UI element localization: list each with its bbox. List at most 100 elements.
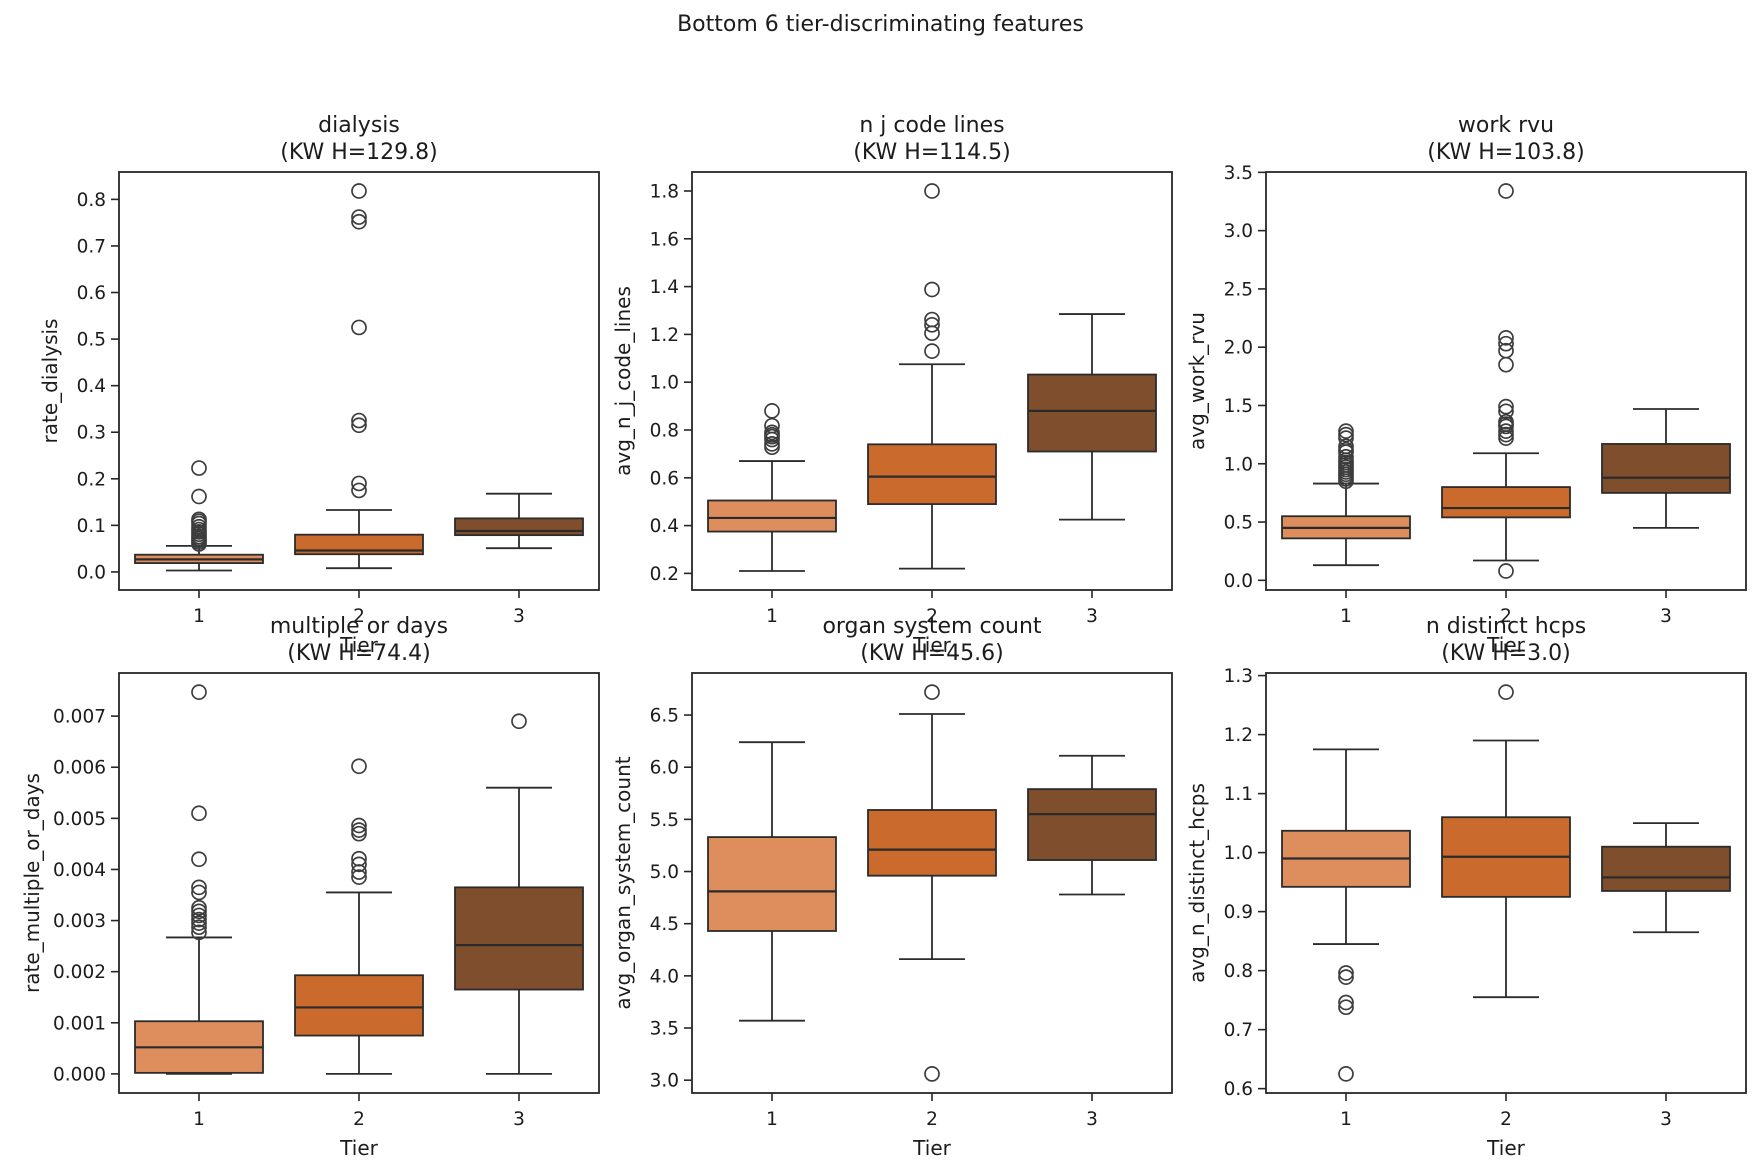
iqr-box <box>1601 443 1731 494</box>
y-tick-label: 0.005 <box>53 809 106 830</box>
outlier-point <box>511 713 527 730</box>
outlier-point <box>924 281 940 298</box>
x-tick-label: 3 <box>513 1109 525 1130</box>
x-tick-label: 1 <box>1340 606 1352 627</box>
outlier-point <box>1498 398 1514 415</box>
box-tier-3 <box>1027 313 1157 521</box>
box-tier-1 <box>1281 423 1411 567</box>
outlier-point <box>1498 330 1514 346</box>
y-tick-label: 0.2 <box>650 564 679 585</box>
outlier-point <box>351 417 367 434</box>
y-tick-label: 0.7 <box>77 236 106 257</box>
outlier-point <box>191 899 207 916</box>
x-tick-label: 2 <box>926 606 938 627</box>
box-tier-3 <box>454 492 584 550</box>
box-tier-1 <box>134 460 264 572</box>
y-tick-label: 1.0 <box>650 373 679 394</box>
outlier-point <box>1338 994 1354 1011</box>
outlier-point <box>191 879 207 896</box>
chart-subtitle: (KW H=45.6) <box>860 641 1004 666</box>
outlier-point <box>924 311 940 328</box>
y-tick-label: 4.0 <box>650 966 679 987</box>
y-tick-label: 3.5 <box>650 1019 679 1040</box>
outlier-point <box>351 213 367 230</box>
y-tick-label: 0.8 <box>650 420 679 441</box>
y-tick-label: 0.0 <box>77 562 106 583</box>
y-tick-label: 0.8 <box>77 190 106 211</box>
outlier-point <box>1498 183 1514 199</box>
chart-subtitle: (KW H=114.5) <box>853 140 1011 165</box>
y-tick-label: 6.0 <box>650 758 679 779</box>
outlier-point <box>924 316 940 333</box>
outlier-point <box>191 919 207 936</box>
y-tick-label: 0.7 <box>1224 1020 1253 1041</box>
box-tier-2 <box>1441 684 1571 999</box>
y-tick-label: 6.5 <box>650 706 679 727</box>
box-tier-2 <box>867 684 997 1082</box>
y-tick-label: 0.4 <box>650 516 679 537</box>
y-tick-label: 5.5 <box>650 810 679 831</box>
y-tick-label: 5.0 <box>650 862 679 883</box>
y-tick-label: 0.9 <box>1224 902 1253 923</box>
outlier-point <box>191 805 207 822</box>
x-tick-label: 2 <box>926 1109 938 1130</box>
outlier-point <box>191 460 207 476</box>
outlier-point <box>1338 438 1354 455</box>
iqr-box <box>294 974 424 1037</box>
y-tick-label: 0.001 <box>53 1013 106 1034</box>
x-axis-label: Tier <box>1486 633 1525 657</box>
outlier-point <box>924 183 940 199</box>
y-tick-label: 0.6 <box>1224 1079 1253 1100</box>
y-tick-label: 3.5 <box>1224 163 1253 184</box>
outlier-point <box>1338 448 1354 465</box>
y-tick-label: 0.6 <box>650 468 679 489</box>
chart-title: n distinct hcps <box>1426 614 1586 639</box>
y-tick-label: 0.8 <box>1224 961 1253 982</box>
iqr-box <box>867 443 997 505</box>
outlier-point <box>1498 413 1514 430</box>
outlier-point <box>191 684 207 700</box>
x-tick-label: 3 <box>513 606 525 627</box>
y-axis-label: rate_dialysis <box>38 319 62 444</box>
figure-suptitle: Bottom 6 tier-discriminating features <box>677 12 1084 37</box>
outlier-point <box>1498 342 1514 359</box>
outlier-point <box>351 825 367 842</box>
outlier-point <box>1338 965 1354 981</box>
y-tick-label: 0.007 <box>53 707 106 728</box>
y-tick-label: 0.2 <box>77 469 106 490</box>
outlier-point <box>924 1066 940 1082</box>
y-tick-label: 2.0 <box>1224 338 1253 359</box>
outlier-point <box>351 758 367 775</box>
chart-subtitle: (KW H=3.0) <box>1441 641 1571 666</box>
box-tier-3 <box>454 713 584 1075</box>
outlier-point <box>191 907 207 924</box>
y-tick-label: 1.8 <box>650 182 679 203</box>
outlier-point <box>191 915 207 931</box>
y-tick-label: 0.003 <box>53 911 106 932</box>
iqr-box <box>1601 845 1731 892</box>
iqr-box <box>707 499 837 533</box>
chart-title: n j code lines <box>859 113 1004 138</box>
box-tier-1 <box>134 684 264 1075</box>
iqr-box <box>867 809 997 877</box>
outlier-point <box>1338 969 1354 985</box>
y-axis-label: avg_n_j_code_lines <box>611 286 635 476</box>
iqr-box <box>1441 486 1571 519</box>
y-tick-label: 1.4 <box>650 277 679 298</box>
y-axis-label: avg_n_distinct_hcps <box>1185 783 1209 983</box>
outlier-point <box>1498 684 1514 700</box>
outlier-point <box>191 911 207 928</box>
x-axis-label: Tier <box>912 1136 951 1160</box>
x-tick-label: 1 <box>1340 1109 1352 1130</box>
y-tick-label: 1.0 <box>1224 454 1253 475</box>
x-axis-label: Tier <box>339 633 378 657</box>
chart-title: multiple or days <box>270 614 448 639</box>
y-tick-label: 3.0 <box>1224 221 1253 242</box>
y-tick-label: 0.0 <box>1224 571 1253 592</box>
y-tick-label: 2.5 <box>1224 279 1253 300</box>
outlier-point <box>1338 1066 1354 1082</box>
y-tick-label: 0.4 <box>77 376 106 397</box>
y-tick-label: 1.3 <box>1224 666 1253 687</box>
box-tier-2 <box>1441 183 1571 579</box>
